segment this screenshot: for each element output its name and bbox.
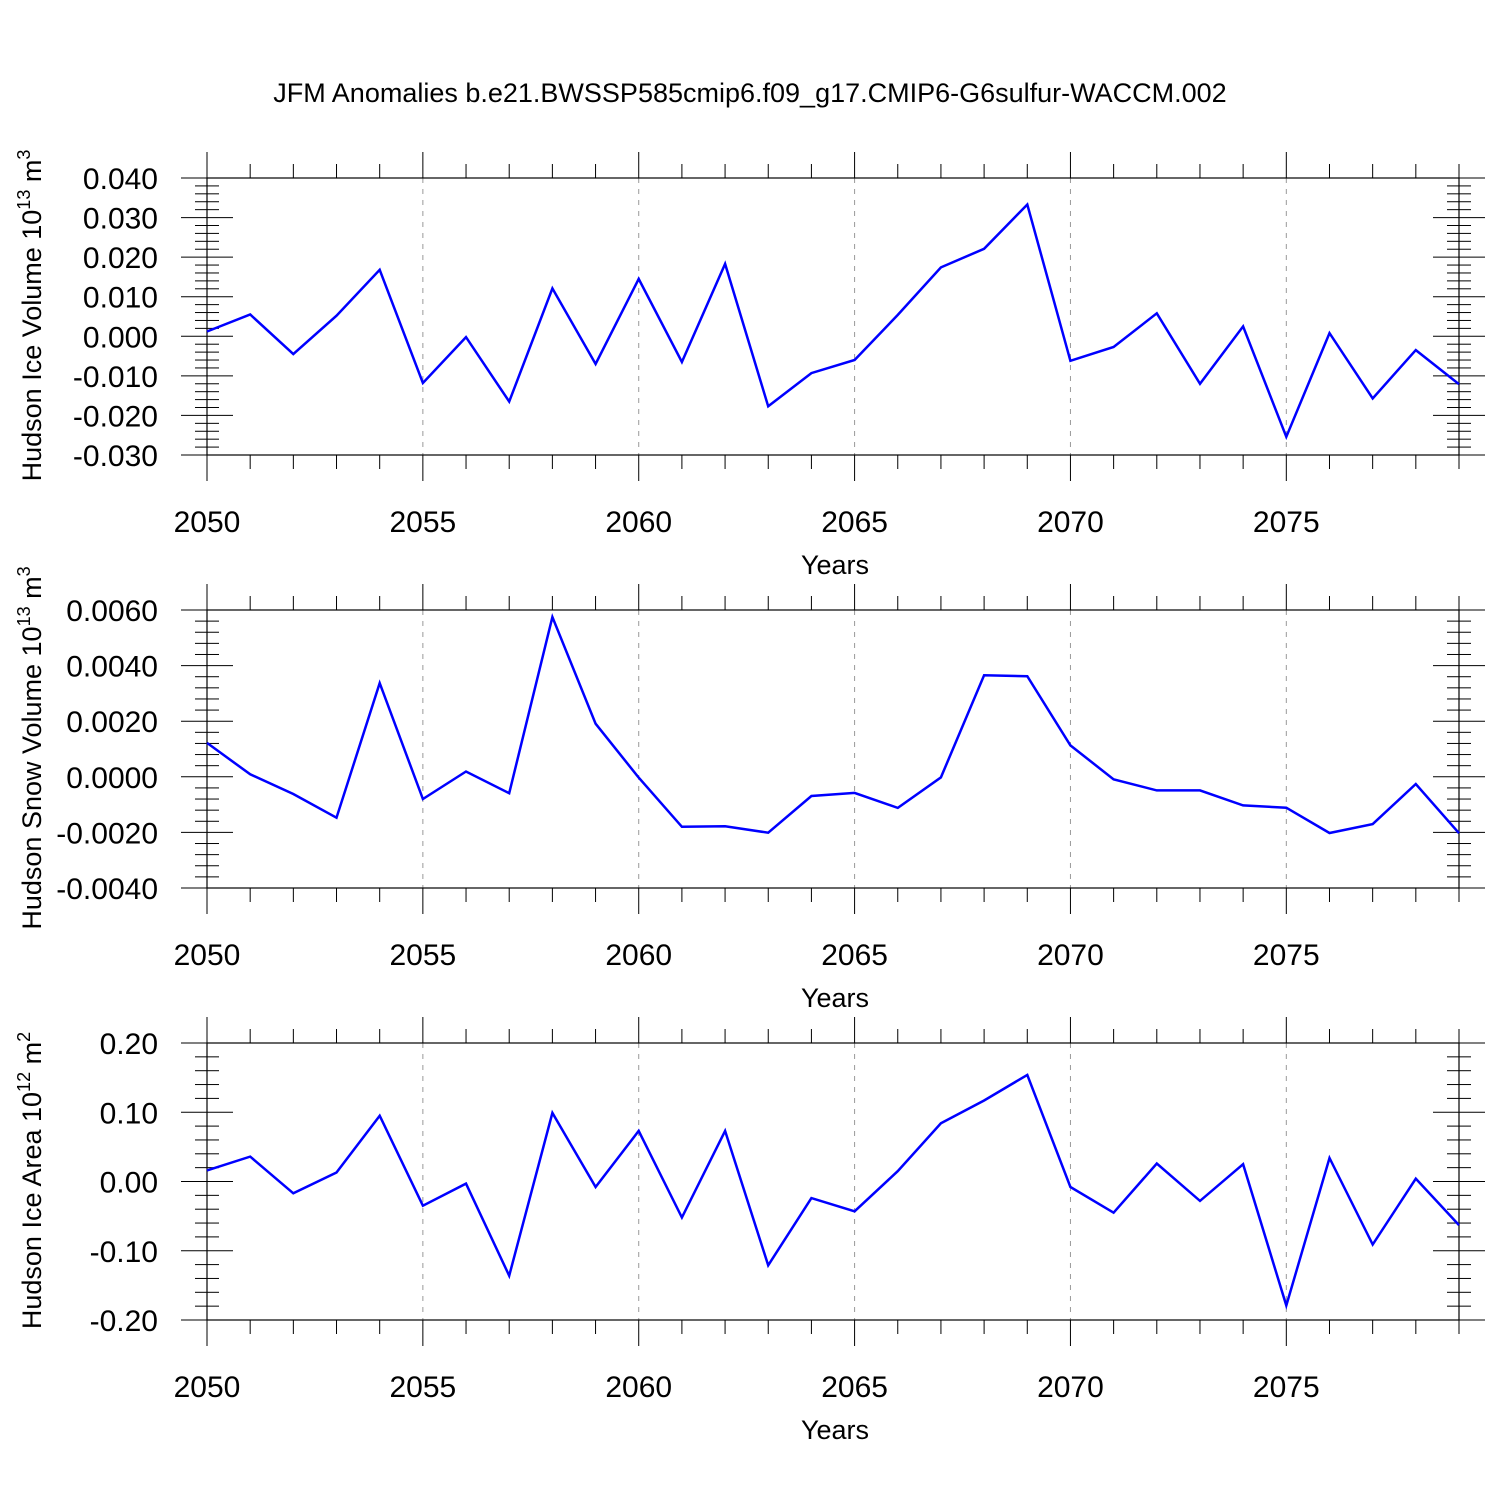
panel-1-y-axis-label: Hudson Ice Volume 1013 m3	[14, 150, 47, 482]
panel-1-xtick-label: 2075	[1253, 506, 1320, 539]
panel-3-xtick-label: 2050	[174, 1371, 241, 1404]
panel-2-series-line	[206, 612, 1460, 835]
panel-1-xtick-label: 2070	[1037, 506, 1104, 539]
panel-3-y-axis-label-ylabel-unit-exp: 2	[14, 1032, 34, 1042]
panel-1-frame	[206, 177, 1460, 456]
panel-1-y-axis-label-ylabel-unit-exp: 3	[14, 150, 34, 160]
panel-2-xtick-label: 2050	[174, 939, 241, 972]
panel-3-xtick-label: 2070	[1037, 1371, 1104, 1404]
panel-3-xtick-label: 2075	[1253, 1371, 1320, 1404]
panel-1-ytick-label: 0.010	[83, 282, 158, 315]
panel-1-xtick-label: 2060	[605, 506, 672, 539]
panel-2-ytick-label: 0.0000	[66, 762, 158, 795]
panel-3-series-line	[206, 1073, 1460, 1310]
panel-3-ytick-label: 0.00	[100, 1167, 158, 1200]
panel-2-y-axis-label-ylabel-unit-exp: 3	[14, 566, 34, 576]
panel-2-y-axis-label-ylabel-unit: m	[17, 576, 47, 606]
panel-2-ytick-label: 0.0060	[66, 595, 158, 628]
panel-3-ytick-label: 0.10	[100, 1097, 158, 1130]
panel-1-ytick-label: 0.040	[83, 163, 158, 196]
panel-2-frame	[206, 609, 1460, 889]
panel-2-xtick-label: 2070	[1037, 939, 1104, 972]
panel-1-ytick-label: 0.000	[83, 321, 158, 354]
panel-3-y-axis-label-ylabel-unit: m	[17, 1042, 47, 1072]
panel-1-series-line	[206, 202, 1460, 441]
panel-2-y-axis-label-ylabel-exp: 13	[14, 606, 34, 626]
panel-2-xtick-label: 2065	[821, 939, 888, 972]
panel-1-ytick-label: -0.010	[73, 361, 158, 394]
panel-2-ytick-label: -0.0020	[56, 817, 158, 850]
panel-1-ytick-label: -0.020	[73, 400, 158, 433]
panel-1-ytick-label: 0.030	[83, 203, 158, 236]
panel-3-y-axis-label-ylabel-exp: 12	[14, 1072, 34, 1092]
panel-3-ytick-label: -0.20	[90, 1305, 158, 1338]
chart-title: JFM Anomalies b.e21.BWSSP585cmip6.f09_g1…	[273, 78, 1227, 108]
panel-3-ytick-label: 0.20	[100, 1028, 158, 1061]
panel-1-y-axis-label-ylabel: Hudson Ice Volume 10	[17, 210, 47, 482]
panel-2-y-axis-label-ylabel: Hudson Snow Volume 10	[17, 626, 47, 929]
panel-2-xtick-label: 2055	[389, 939, 456, 972]
panel-2-xtick-label: 2075	[1253, 939, 1320, 972]
panel-2-x-axis-label: Years	[801, 983, 869, 1013]
panel-3-xtick-label: 2055	[389, 1371, 456, 1404]
panel-3-y-axis-label-ylabel: Hudson Ice Area 10	[17, 1092, 47, 1329]
panel-2-xtick-label: 2060	[605, 939, 672, 972]
panel-3-frame	[206, 1042, 1460, 1321]
panel-1-ytick-label: -0.030	[73, 440, 158, 473]
panel-1-xtick-label: 2065	[821, 506, 888, 539]
panel-1-ytick-label: 0.020	[83, 242, 158, 275]
panel-3-xtick-label: 2060	[605, 1371, 672, 1404]
panel-3-x-axis-label: Years	[801, 1415, 869, 1445]
panel-1-xtick-label: 2050	[174, 506, 241, 539]
panel-3-xtick-label: 2065	[821, 1371, 888, 1404]
panel-2-y-axis-label: Hudson Snow Volume 1013 m3	[14, 566, 47, 929]
panel-1-xtick-label: 2055	[389, 506, 456, 539]
panel-2-ytick-label: -0.0040	[56, 873, 158, 906]
panel-3-y-axis-label: Hudson Ice Area 1012 m2	[14, 1032, 47, 1329]
panel-1-x-axis-label: Years	[801, 550, 869, 580]
panel-1-y-axis-label-ylabel-exp: 13	[14, 190, 34, 210]
panel-2-ytick-label: 0.0020	[66, 706, 158, 739]
panel-3-ytick-label: -0.10	[90, 1236, 158, 1269]
panel-2-ytick-label: 0.0040	[66, 651, 158, 684]
panel-1-y-axis-label-ylabel-unit: m	[17, 160, 47, 190]
